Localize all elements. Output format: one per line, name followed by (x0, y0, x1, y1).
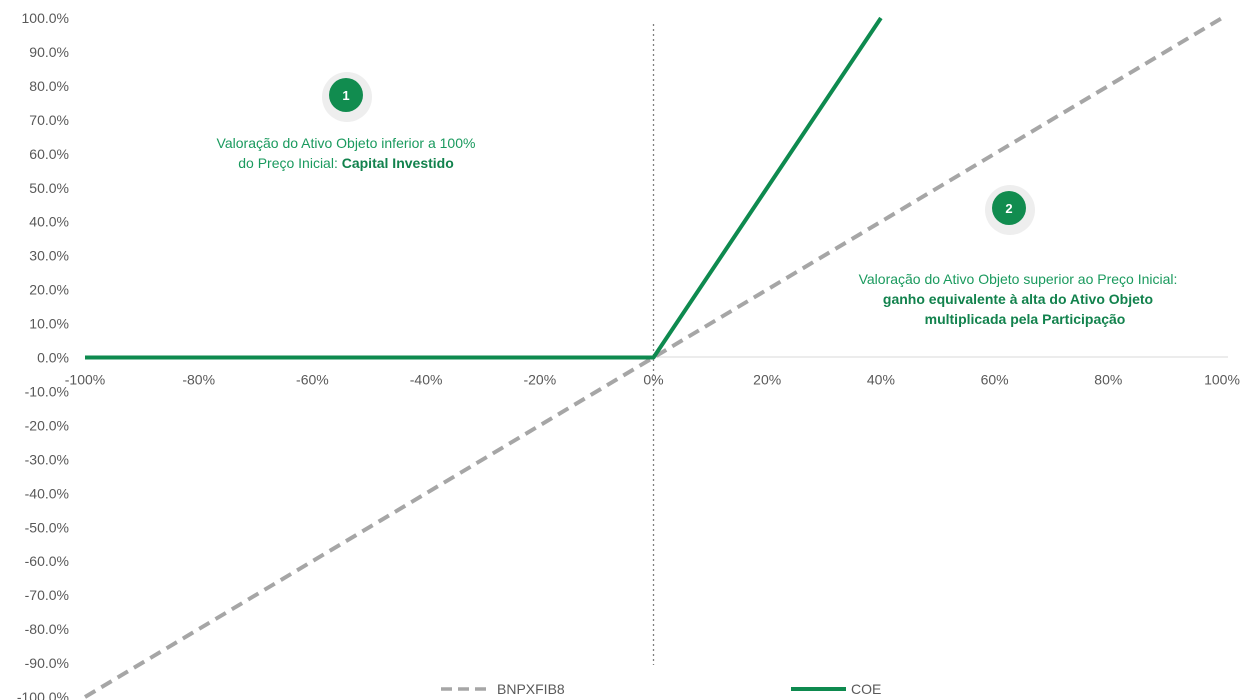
y-tick-label: 70.0% (29, 112, 69, 128)
x-tick-label: 100% (1204, 372, 1240, 388)
y-tick-label: -20.0% (25, 417, 69, 433)
x-tick-label: -60% (296, 372, 329, 388)
x-axis-ticks: -100% -80% -60% -40% -20% 0% 20% 40% 60% 80% 100% (65, 372, 1240, 388)
series-line-coe (85, 16, 883, 360)
x-tick-label: 80% (1094, 372, 1122, 388)
series-line-bnpxfib8 (83, 16, 1224, 699)
y-tick-label: 10.0% (29, 316, 69, 332)
y-tick-label: -90.0% (25, 655, 69, 671)
annotation-2-badge (992, 191, 1026, 225)
x-tick-label: 20% (753, 372, 781, 388)
annotation-2-line1: Valoração do Ativo Objeto superior ao Pr… (859, 271, 1178, 287)
y-tick-label: 30.0% (29, 248, 69, 264)
y-tick-label: -100.0% (17, 689, 69, 700)
annotation-2-line3: multiplicada pela Participação (925, 311, 1126, 327)
y-tick-label: -50.0% (25, 519, 69, 535)
x-tick-label: 60% (981, 372, 1009, 388)
x-tick-label: -100% (65, 372, 105, 388)
x-tick-label: 40% (867, 372, 895, 388)
annotation-1-line2: do Preço Inicial: Capital Investido (238, 155, 454, 171)
legend-label-bnpxfib8: BNPXFIB8 (497, 681, 565, 697)
y-tick-label: 80.0% (29, 78, 69, 94)
y-tick-label: 0.0% (37, 350, 69, 366)
annotation-1-badge-label: 1 (342, 88, 349, 103)
y-tick-label: 20.0% (29, 282, 69, 298)
y-tick-label: -40.0% (25, 485, 69, 501)
annotation-2: 2 Valoração do Ativo Objeto superior ao … (859, 185, 1178, 327)
y-tick-label: -30.0% (25, 451, 69, 467)
annotation-1: 1 Valoração do Ativo Objeto inferior a 1… (217, 72, 476, 171)
y-tick-label: 60.0% (29, 146, 69, 162)
y-tick-label: 100.0% (22, 10, 69, 26)
y-tick-label: -10.0% (25, 383, 69, 399)
y-axis-ticks: 100.0% 90.0% 80.0% 70.0% 60.0% 50.0% 40.0% 30.0… (17, 10, 69, 700)
series-layer (83, 16, 1224, 699)
annotation-1-badge (329, 78, 363, 112)
legend: BNPXFIB8 COE (441, 681, 881, 697)
y-tick-label: 90.0% (29, 44, 69, 60)
x-tick-label: -20% (523, 372, 556, 388)
annotation-2-line2: ganho equivalente à alta do Ativo Objeto (883, 291, 1153, 307)
y-tick-label: 40.0% (29, 214, 69, 230)
legend-label-coe: COE (851, 681, 881, 697)
y-tick-label: -70.0% (25, 587, 69, 603)
x-tick-label: -80% (182, 372, 215, 388)
annotation-1-line1: Valoração do Ativo Objeto inferior a 100… (217, 135, 476, 151)
x-tick-label: -40% (410, 372, 443, 388)
y-tick-label: -80.0% (25, 621, 69, 637)
y-tick-label: -60.0% (25, 553, 69, 569)
y-tick-label: 50.0% (29, 180, 69, 196)
annotation-2-badge-label: 2 (1005, 201, 1012, 216)
